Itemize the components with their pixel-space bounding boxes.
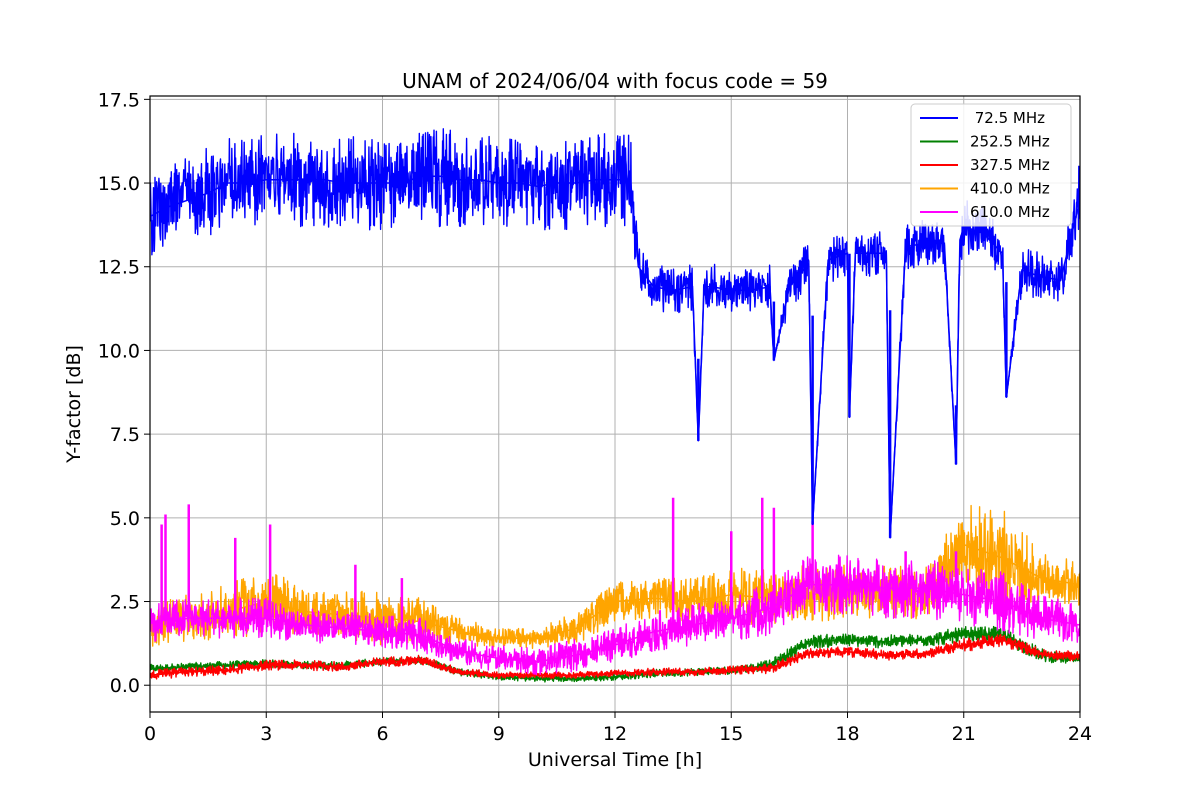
series-layer [150, 128, 1080, 683]
y-tick-label: 7.5 [110, 424, 140, 446]
y-tick-label: 17.5 [98, 89, 140, 111]
series-trend [150, 175, 1080, 538]
legend-label: 252.5 MHz [970, 133, 1050, 151]
x-tick-label: 18 [835, 723, 859, 745]
y-tick-label: 0.0 [110, 675, 140, 697]
legend-label: 72.5 MHz [970, 109, 1045, 127]
y-tick-label: 5.0 [110, 508, 140, 530]
legend: 72.5 MHz 252.5 MHz 327.5 MHz 410.0 MHz 610.0… [910, 103, 1072, 227]
legend-label: 327.5 MHz [970, 156, 1050, 174]
series-2 [150, 633, 1080, 680]
legend-label: 410.0 MHz [970, 180, 1050, 198]
series-0 [150, 128, 1080, 539]
legend-frame [910, 103, 1072, 227]
x-axis: 0 3 6 9 12 15 18 21 24 [144, 712, 1092, 745]
y-tick-label: 12.5 [98, 257, 140, 279]
x-tick-label: 21 [952, 723, 976, 745]
series-trend [150, 543, 1080, 640]
x-tick-label: 12 [603, 723, 627, 745]
x-tick-label: 3 [260, 723, 272, 745]
y-tick-label: 10.0 [98, 340, 140, 362]
x-tick-label: 24 [1068, 723, 1092, 745]
x-tick-label: 0 [144, 723, 156, 745]
series-4 [150, 497, 1080, 676]
y-tick-label: 2.5 [110, 592, 140, 614]
chart-title: UNAM of 2024/06/04 with focus code = 59 [402, 69, 828, 93]
series-line [150, 554, 1080, 676]
series-trend [150, 639, 1080, 676]
x-axis-label: Universal Time [h] [528, 749, 702, 771]
y-axis-label: Y-factor [dB] [63, 345, 85, 464]
x-tick-label: 6 [376, 723, 388, 745]
x-tick-label: 15 [719, 723, 743, 745]
y-tick-label: 15.0 [98, 173, 140, 195]
legend-label: 610.0 MHz [970, 203, 1050, 221]
y-axis: 0.0 2.5 5.0 7.5 10.0 12.5 15.0 17.5 [98, 89, 150, 697]
x-tick-label: 9 [493, 723, 505, 745]
series-trend [150, 584, 1080, 663]
